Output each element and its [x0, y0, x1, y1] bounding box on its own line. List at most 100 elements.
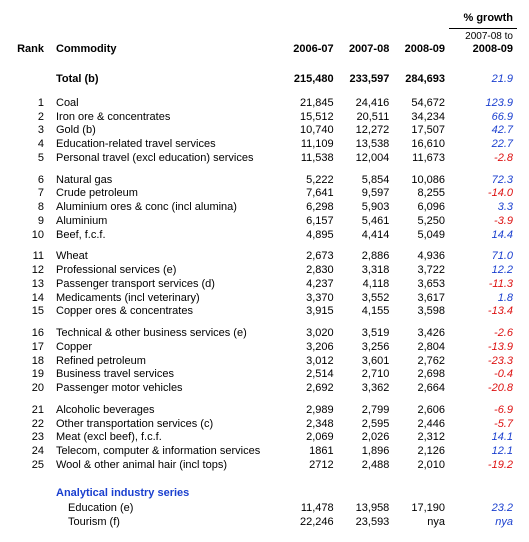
row-y2: 4,414	[338, 229, 394, 243]
row-y1: 11,109	[282, 138, 338, 152]
row-growth: -2.8	[449, 152, 517, 166]
analytical-row: Tourism (f)22,24623,593nyanya	[12, 516, 517, 530]
analytical-header-row: Analytical industry series	[12, 473, 517, 503]
row-y1: 3,012	[282, 355, 338, 369]
row-y3: 2,606	[393, 404, 449, 418]
table-row: 14Medicaments (incl veterinary)3,3703,55…	[12, 292, 517, 306]
table-row: 18Refined petroleum3,0123,6012,762-23.3	[12, 355, 517, 369]
row-name: Natural gas	[52, 174, 282, 188]
row-name: Education (e)	[52, 502, 282, 516]
row-y2: 12,004	[338, 152, 394, 166]
row-y1: 2,514	[282, 368, 338, 382]
row-growth: 12.1	[449, 445, 517, 459]
row-y3: 3,617	[393, 292, 449, 306]
table-row: 11Wheat2,6732,8864,93671.0	[12, 250, 517, 264]
row-y1: 2712	[282, 459, 338, 473]
row-growth: 3.3	[449, 201, 517, 215]
row-y2: 3,552	[338, 292, 394, 306]
row-y1: 1861	[282, 445, 338, 459]
row-y1: 2,989	[282, 404, 338, 418]
row-y2: 2,799	[338, 404, 394, 418]
row-y2: 2,595	[338, 418, 394, 432]
table-row: 4Education-related travel services11,109…	[12, 138, 517, 152]
total-y1: 215,480	[282, 73, 338, 87]
row-y2: 4,118	[338, 278, 394, 292]
row-name: Business travel services	[52, 368, 282, 382]
row-name: Iron ore & concentrates	[52, 111, 282, 125]
row-name: Crude petroleum	[52, 187, 282, 201]
col-y2: 2007-08	[338, 43, 394, 63]
row-y1: 4,237	[282, 278, 338, 292]
row-y3: 5,250	[393, 215, 449, 229]
row-name: Professional services (e)	[52, 264, 282, 278]
col-growth: 2008-09	[449, 43, 517, 63]
row-y2: 3,601	[338, 355, 394, 369]
row-y3: 2,664	[393, 382, 449, 396]
row-growth: 66.9	[449, 111, 517, 125]
row-y2: 2,710	[338, 368, 394, 382]
row-name: Wheat	[52, 250, 282, 264]
row-rank: 18	[12, 355, 52, 369]
growth-group-label: % growth	[449, 12, 517, 28]
row-y2: 13,958	[338, 502, 394, 516]
row-growth: -3.9	[449, 215, 517, 229]
table-row: 2Iron ore & concentrates15,51220,51134,2…	[12, 111, 517, 125]
row-y2: 12,272	[338, 124, 394, 138]
row-rank: 15	[12, 305, 52, 319]
row-rank: 19	[12, 368, 52, 382]
row-rank: 20	[12, 382, 52, 396]
row-growth: 14.4	[449, 229, 517, 243]
row-rank: 11	[12, 250, 52, 264]
row-y1: 3,915	[282, 305, 338, 319]
row-name: Alcoholic beverages	[52, 404, 282, 418]
row-y2: 1,896	[338, 445, 394, 459]
row-y2: 13,538	[338, 138, 394, 152]
row-y1: 2,692	[282, 382, 338, 396]
row-rank: 8	[12, 201, 52, 215]
commodity-exports-table: % growth 2007-08 to Rank Commodity 2006-…	[12, 12, 517, 530]
table-row: 22Other transportation services (c)2,348…	[12, 418, 517, 432]
row-y1: 3,020	[282, 327, 338, 341]
col-rank: Rank	[12, 43, 52, 63]
row-y2: 3,318	[338, 264, 394, 278]
row-y1: 2,348	[282, 418, 338, 432]
row-name: Coal	[52, 97, 282, 111]
row-rank: 9	[12, 215, 52, 229]
row-y3: 2,804	[393, 341, 449, 355]
row-y1: 6,157	[282, 215, 338, 229]
row-y2: 5,461	[338, 215, 394, 229]
row-rank: 4	[12, 138, 52, 152]
row-name: Technical & other business services (e)	[52, 327, 282, 341]
row-rank: 7	[12, 187, 52, 201]
row-rank: 16	[12, 327, 52, 341]
row-y1: 2,673	[282, 250, 338, 264]
row-growth: -19.2	[449, 459, 517, 473]
row-y3: 3,653	[393, 278, 449, 292]
row-growth: -0.4	[449, 368, 517, 382]
row-y1: 4,895	[282, 229, 338, 243]
row-growth: 71.0	[449, 250, 517, 264]
table-row: 8Aluminium ores & conc (incl alumina)6,2…	[12, 201, 517, 215]
row-growth: -6.9	[449, 404, 517, 418]
row-name: Other transportation services (c)	[52, 418, 282, 432]
row-name: Aluminium	[52, 215, 282, 229]
row-growth: -13.4	[449, 305, 517, 319]
row-y3: 16,610	[393, 138, 449, 152]
row-rank: 12	[12, 264, 52, 278]
row-growth: 123.9	[449, 97, 517, 111]
row-rank: 25	[12, 459, 52, 473]
row-growth: 42.7	[449, 124, 517, 138]
row-y2: 23,593	[338, 516, 394, 530]
row-rank: 1	[12, 97, 52, 111]
row-rank: 24	[12, 445, 52, 459]
row-y1: 11,538	[282, 152, 338, 166]
table-row: 20Passenger motor vehicles2,6923,3622,66…	[12, 382, 517, 396]
row-name: Meat (excl beef), f.c.f.	[52, 431, 282, 445]
row-y1: 2,069	[282, 431, 338, 445]
row-y3: 17,507	[393, 124, 449, 138]
row-y1: 22,246	[282, 516, 338, 530]
row-rank: 22	[12, 418, 52, 432]
row-y2: 3,256	[338, 341, 394, 355]
row-name: Gold (b)	[52, 124, 282, 138]
row-y3: 2,312	[393, 431, 449, 445]
